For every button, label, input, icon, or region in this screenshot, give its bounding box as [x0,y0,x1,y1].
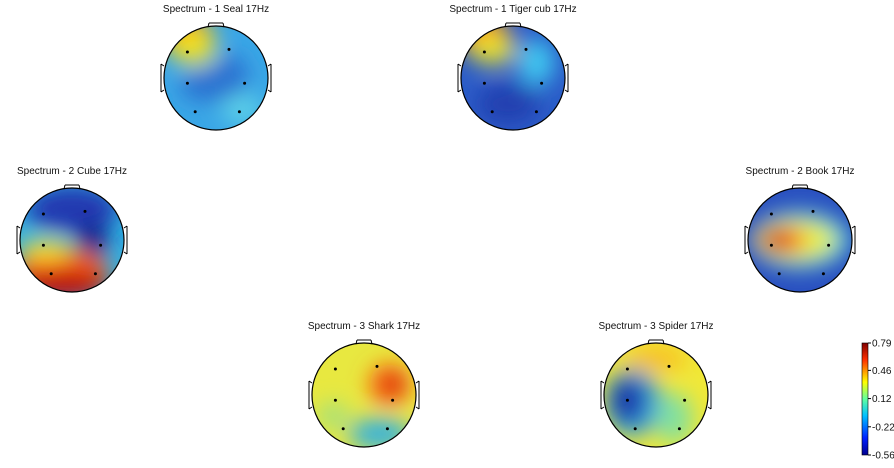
map-title: Spectrum - 2 Book 17Hz [746,166,855,177]
blob [25,185,119,232]
electrode [238,110,241,113]
blob [766,232,787,248]
blob [625,346,687,372]
colorbar-tick-label: -0.22 [872,422,894,433]
electrode [525,48,528,51]
topomap [309,340,419,450]
blob [518,39,554,86]
electrode [822,272,825,275]
electrode [770,244,773,247]
electrode [50,272,53,275]
blob [221,94,263,125]
topomap-fill [312,343,416,450]
electrode [42,213,45,216]
electrode [376,365,379,368]
map-title: Spectrum - 3 Shark 17Hz [308,321,420,332]
electrode [683,399,686,402]
electrode [186,51,189,54]
electrode [827,244,830,247]
electrode [626,368,629,371]
electrode [194,110,197,113]
electrode [491,110,494,113]
colorbar-tick-label: 0.12 [872,394,892,405]
electrode [391,399,394,402]
map-title: Spectrum - 1 Tiger cub 17Hz [449,4,576,15]
electrode [42,244,45,247]
map-title: Spectrum - 1 Seal 17Hz [163,4,269,15]
electrode [243,82,246,85]
electrode [342,427,345,430]
topomap [745,185,855,292]
colorbar [862,343,868,455]
blob [77,224,108,255]
blob [469,34,516,65]
colorbar-tick-label: 0.79 [872,339,892,350]
electrode [84,210,87,213]
electrode [334,399,337,402]
blob [477,83,539,125]
blob [216,55,247,97]
electrode [483,51,486,54]
figure: Spectrum - 1 Seal 17Hz Spectrum - 1 Tiger… [0,0,894,463]
topomap [15,185,127,300]
electrode [99,244,102,247]
blob [382,374,403,395]
map-title: Spectrum - 3 Spider 17Hz [598,321,713,332]
electrode [668,365,671,368]
electrode [778,272,781,275]
topomap [601,340,711,447]
electrode [186,82,189,85]
electrode [334,368,337,371]
electrode [812,210,815,213]
topomap [458,16,568,130]
electrode [228,48,231,51]
blob [20,240,72,261]
electrode [540,82,543,85]
blob [169,29,216,65]
electrode [535,110,538,113]
electrode [386,427,389,430]
electrode [483,82,486,85]
electrode [626,399,629,402]
topomap [161,16,271,130]
electrode [94,272,97,275]
map-title: Spectrum - 2 Cube 17Hz [17,166,127,177]
electrode [634,427,637,430]
blobs [751,211,850,268]
colorbar-tick-label: -0.56 [872,451,894,462]
electrode [678,427,681,430]
colorbar-tick-label: 0.46 [872,366,892,377]
electrode [770,213,773,216]
